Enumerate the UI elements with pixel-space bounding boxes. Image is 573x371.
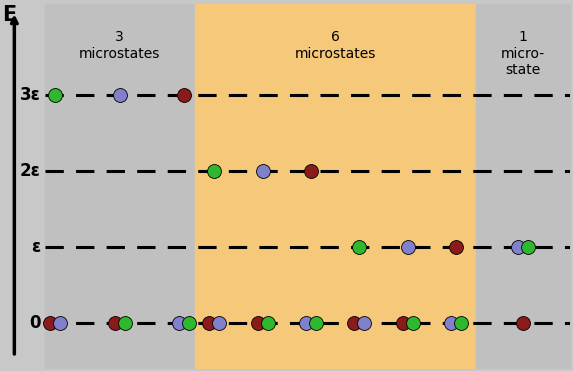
Point: [51, 92, 60, 98]
Point: [457, 320, 466, 326]
Text: 6
microstates: 6 microstates: [295, 30, 376, 60]
Point: [403, 244, 412, 250]
Point: [46, 320, 55, 326]
Point: [446, 320, 456, 326]
Point: [519, 320, 528, 326]
Point: [56, 320, 65, 326]
Text: 3
microstates: 3 microstates: [79, 30, 160, 60]
Point: [258, 168, 267, 174]
Point: [175, 320, 184, 326]
Point: [301, 320, 311, 326]
Point: [120, 320, 129, 326]
Point: [179, 92, 189, 98]
Point: [398, 320, 407, 326]
Text: 1
micro-
state: 1 micro- state: [501, 30, 545, 77]
Text: E: E: [2, 5, 16, 25]
Point: [452, 244, 461, 250]
Point: [115, 92, 124, 98]
Point: [263, 320, 272, 326]
Point: [523, 244, 532, 250]
Point: [307, 168, 316, 174]
Text: 3ε: 3ε: [19, 86, 41, 104]
Point: [408, 320, 417, 326]
Point: [513, 244, 523, 250]
Point: [185, 320, 194, 326]
Point: [355, 244, 364, 250]
Text: ε: ε: [31, 238, 41, 256]
Point: [210, 168, 219, 174]
Point: [360, 320, 369, 326]
Text: 2ε: 2ε: [19, 162, 41, 180]
Point: [215, 320, 224, 326]
Text: 0: 0: [29, 313, 41, 332]
Point: [311, 320, 320, 326]
Point: [110, 320, 119, 326]
Point: [253, 320, 262, 326]
Point: [350, 320, 359, 326]
Point: [205, 320, 214, 326]
